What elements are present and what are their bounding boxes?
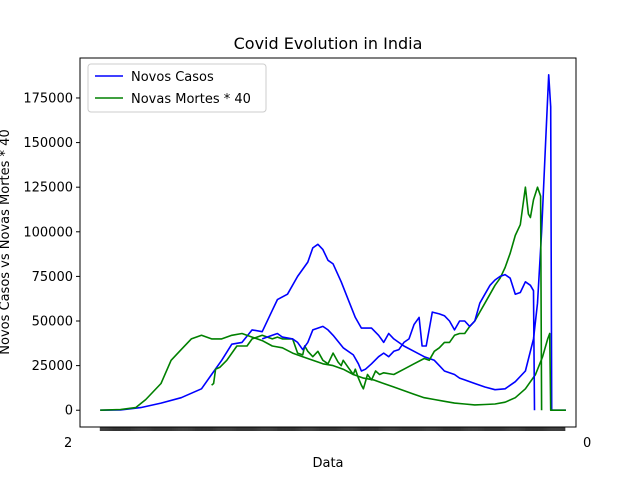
series-line-0 [100, 74, 566, 411]
legend-box [87, 63, 267, 113]
y-tick-label: 25000 [32, 359, 73, 374]
y-tick-label: 175000 [23, 91, 73, 106]
y-tick-label: 150000 [23, 136, 73, 151]
x-axis-label: Data [312, 456, 343, 471]
legend-label-novas-mortes: Novas Mortes * 40 [131, 92, 251, 107]
plot-area [79, 57, 577, 428]
legend: Novos Casos Novas Mortes * 40 [87, 63, 267, 113]
y-axis: 0 25000 50000 75000 100000 125000 150000 175000 [23, 91, 80, 419]
y-tick-label: 0 [65, 404, 73, 419]
chart-title: Covid Evolution in India [234, 34, 423, 53]
y-axis-label: Novos Casos vs Novas Mortes * 40 [0, 129, 13, 354]
y-tick-label: 50000 [32, 315, 73, 330]
legend-label-novos-casos: Novos Casos [131, 70, 214, 85]
y-tick-label: 125000 [23, 181, 73, 196]
x-tick-label-left: 2 [64, 436, 72, 451]
y-tick-label: 75000 [32, 270, 73, 285]
x-tick-label-right: 0 [583, 436, 591, 451]
y-tick-label: 100000 [23, 225, 73, 240]
series-line-3 [261, 273, 536, 411]
series-layer [100, 74, 566, 411]
